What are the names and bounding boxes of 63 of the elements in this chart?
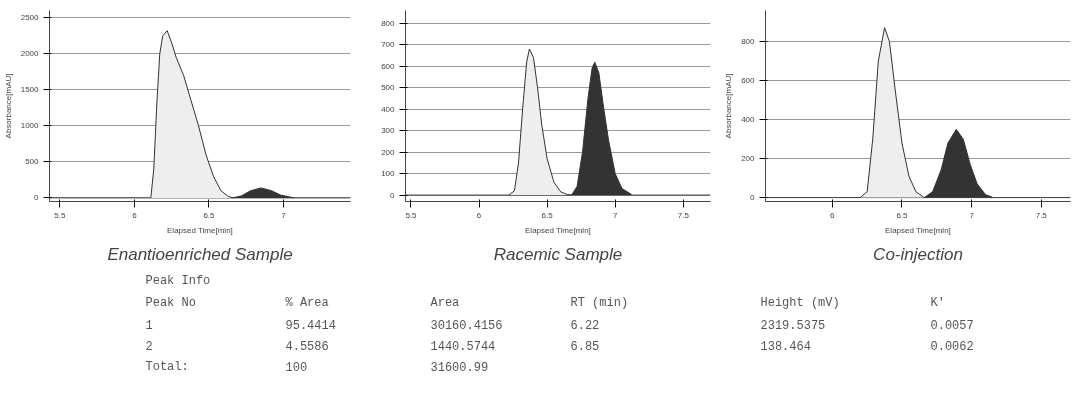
y-tick-label: 400 xyxy=(381,104,396,114)
x-tick-label: 6.5 xyxy=(896,210,909,220)
y-tick-label: 0 xyxy=(390,190,396,200)
x-tick-label: 5.5 xyxy=(405,210,418,220)
y-tick-label: 2000 xyxy=(20,49,40,59)
x-tick-label: 7.5 xyxy=(677,210,690,220)
x-tick-label: 7 xyxy=(281,210,287,220)
y-tick-label: 500 xyxy=(25,157,40,167)
x-axis-title: Elapsed Time[min] xyxy=(525,225,591,235)
y-tick-label: 800 xyxy=(741,37,756,47)
text: 0.0062 xyxy=(930,340,974,354)
text: 31600.99 xyxy=(430,361,489,375)
y-tick-label: 700 xyxy=(381,40,396,50)
y-tick-label: 100 xyxy=(381,169,396,179)
text: Total: xyxy=(145,359,189,374)
text: 6.22 xyxy=(570,319,600,333)
category-label: K' xyxy=(930,295,945,310)
text: 30160.4156 xyxy=(430,319,503,333)
text: Peak Info xyxy=(145,273,211,288)
y-tick-label: 200 xyxy=(381,147,396,157)
x-tick-label: 6 xyxy=(830,210,836,220)
x-tick-label: 6.5 xyxy=(541,210,554,220)
category-label: Area xyxy=(430,295,460,310)
y-tick-label: 600 xyxy=(381,61,396,71)
y-tick-label: 0 xyxy=(750,193,756,203)
text: 95.4414 xyxy=(285,319,336,333)
x-axis-title: Elapsed Time[min] xyxy=(885,225,951,235)
x-tick-label: 7 xyxy=(612,210,618,220)
text: 1440.5744 xyxy=(430,340,496,354)
text: 100 xyxy=(285,361,308,375)
x-tick-label: 6.5 xyxy=(203,210,216,220)
text: 6.85 xyxy=(570,340,600,354)
y-tick-label: 400 xyxy=(741,115,756,125)
y-tick-label: 2500 xyxy=(20,13,40,23)
text: 2 xyxy=(145,340,153,354)
y-axis-title: Absorbance[mAU] xyxy=(3,73,13,139)
x-tick-label: 5.5 xyxy=(54,210,67,220)
y-tick-label: 1000 xyxy=(20,121,40,131)
y-tick-label: 600 xyxy=(741,76,756,86)
y-tick-label: 0 xyxy=(34,193,40,203)
y-tick-label: 200 xyxy=(741,154,756,164)
y-tick-label: 800 xyxy=(381,18,396,28)
x-tick-label: 6 xyxy=(476,210,482,220)
x-tick-label: 7 xyxy=(969,210,975,220)
y-tick-label: 500 xyxy=(381,83,396,93)
text: 1 xyxy=(145,319,153,333)
category-label: Height (mV) xyxy=(760,295,840,310)
x-axis-title: Elapsed Time[min] xyxy=(167,225,233,235)
text: Enantioenriched Sample xyxy=(107,244,293,264)
category-label: % Area xyxy=(285,295,329,310)
x-tick-label: 7.5 xyxy=(1035,210,1048,220)
y-tick-label: 300 xyxy=(381,126,396,136)
category-label: Peak No xyxy=(145,295,196,310)
text: 138.464 xyxy=(760,340,811,354)
text: Racemic Sample xyxy=(493,244,623,264)
text: 2319.5375 xyxy=(760,319,826,333)
text: 0.0057 xyxy=(930,319,974,333)
text: 4.5586 xyxy=(285,340,329,354)
y-axis-title: Absorbance[mAU] xyxy=(724,73,734,139)
x-tick-label: 6 xyxy=(132,210,138,220)
y-tick-label: 1500 xyxy=(20,85,40,95)
text: Co-injection xyxy=(873,244,963,264)
category-label: RT (min) xyxy=(570,295,629,310)
